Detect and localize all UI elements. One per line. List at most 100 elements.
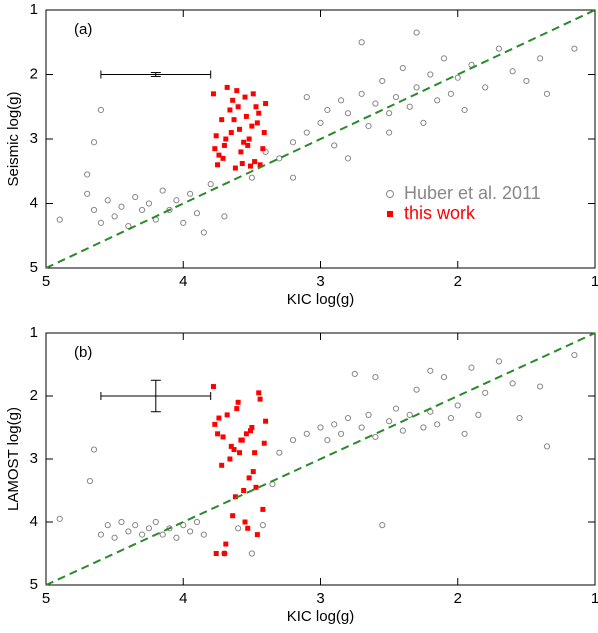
point bbox=[447, 414, 454, 422]
point bbox=[228, 443, 234, 449]
point bbox=[231, 447, 237, 453]
point bbox=[358, 424, 365, 431]
point bbox=[248, 174, 255, 181]
point bbox=[243, 113, 249, 119]
point bbox=[475, 411, 482, 418]
point bbox=[249, 123, 255, 129]
identity-line bbox=[45, 332, 596, 586]
legend-marker bbox=[387, 211, 393, 217]
point bbox=[351, 370, 358, 378]
point bbox=[276, 449, 283, 456]
point bbox=[213, 133, 219, 139]
y-tick-label: 3 bbox=[30, 130, 38, 147]
point bbox=[173, 534, 180, 541]
point bbox=[482, 84, 489, 91]
point bbox=[212, 421, 218, 427]
x-tick-label: 2 bbox=[454, 273, 462, 290]
panel-label: (a) bbox=[74, 21, 92, 38]
point bbox=[152, 518, 159, 526]
point bbox=[261, 440, 267, 446]
x-tick-label: 3 bbox=[316, 273, 324, 290]
point bbox=[97, 531, 105, 538]
point bbox=[187, 528, 194, 535]
point bbox=[337, 97, 345, 104]
point bbox=[212, 146, 218, 152]
point bbox=[216, 415, 222, 421]
point bbox=[537, 55, 544, 62]
point bbox=[379, 77, 386, 85]
y-tick-label: 2 bbox=[30, 65, 38, 82]
x-axis-label: KIC log(g) bbox=[287, 291, 355, 308]
point bbox=[227, 456, 233, 462]
point bbox=[111, 213, 118, 220]
legend-label: this work bbox=[404, 203, 476, 223]
point bbox=[250, 91, 256, 97]
point bbox=[210, 384, 216, 390]
point bbox=[200, 229, 207, 236]
point bbox=[118, 518, 125, 526]
point bbox=[221, 142, 227, 148]
point bbox=[252, 159, 258, 165]
y-tick-label: 5 bbox=[30, 576, 38, 593]
point bbox=[237, 450, 243, 456]
point bbox=[257, 396, 263, 402]
point bbox=[495, 358, 503, 365]
point bbox=[372, 100, 379, 107]
x-tick-label: 2 bbox=[454, 590, 462, 607]
point bbox=[56, 216, 63, 223]
point bbox=[461, 430, 468, 437]
point bbox=[219, 462, 225, 468]
point bbox=[224, 412, 230, 418]
point bbox=[344, 414, 352, 422]
point bbox=[344, 110, 352, 117]
x-tick-label: 4 bbox=[179, 590, 187, 607]
y-tick-label: 4 bbox=[30, 513, 38, 530]
point bbox=[86, 477, 94, 485]
point bbox=[97, 219, 105, 226]
point bbox=[245, 525, 251, 531]
point bbox=[543, 443, 551, 450]
point bbox=[248, 550, 255, 557]
point bbox=[317, 424, 324, 431]
point bbox=[289, 437, 297, 444]
point bbox=[221, 213, 228, 220]
point bbox=[221, 551, 227, 556]
point bbox=[111, 534, 118, 541]
point bbox=[256, 390, 262, 396]
point bbox=[420, 119, 427, 126]
point bbox=[216, 152, 222, 158]
point bbox=[250, 469, 256, 475]
point bbox=[260, 146, 266, 152]
point bbox=[145, 200, 153, 207]
point bbox=[210, 91, 216, 97]
point bbox=[249, 425, 255, 430]
point bbox=[207, 181, 214, 188]
point bbox=[104, 522, 111, 529]
point bbox=[365, 123, 372, 130]
x-tick-label: 3 bbox=[316, 590, 324, 607]
point bbox=[223, 136, 229, 142]
point bbox=[386, 110, 393, 117]
legend-label: Huber et al. 2011 bbox=[404, 183, 541, 203]
point bbox=[495, 45, 503, 52]
point bbox=[193, 518, 201, 526]
y-tick-label: 2 bbox=[30, 387, 38, 404]
point bbox=[263, 101, 269, 107]
legend-marker bbox=[386, 190, 394, 198]
y-tick-label: 1 bbox=[30, 324, 38, 341]
point bbox=[440, 55, 448, 62]
point bbox=[138, 206, 146, 214]
point bbox=[482, 389, 489, 396]
point bbox=[260, 506, 266, 512]
point bbox=[84, 171, 91, 178]
point bbox=[516, 414, 523, 422]
point bbox=[245, 142, 251, 148]
point bbox=[303, 430, 310, 437]
point bbox=[289, 139, 297, 146]
point bbox=[159, 531, 166, 538]
point bbox=[145, 525, 153, 532]
point bbox=[220, 155, 226, 161]
point bbox=[224, 84, 230, 90]
identity-line bbox=[45, 9, 596, 269]
